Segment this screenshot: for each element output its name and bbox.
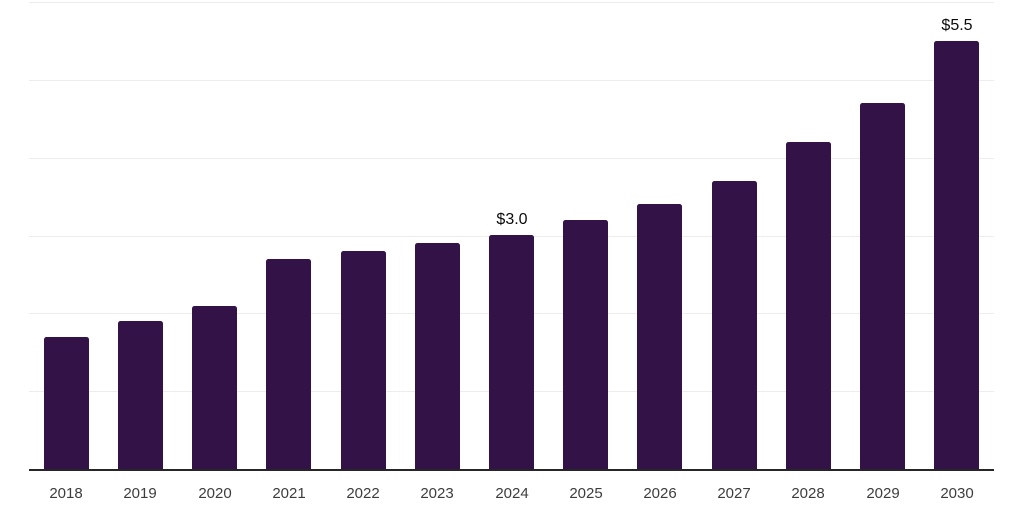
bar-2021 (266, 259, 311, 469)
gridline-5 (29, 80, 994, 81)
gridline-4 (29, 158, 994, 159)
bar-2020 (192, 306, 237, 469)
x-tick-label-2027: 2027 (717, 485, 751, 502)
data-label-2024: $3.0 (496, 211, 528, 228)
bar-2024 (489, 235, 534, 469)
bar-2018 (44, 337, 89, 469)
x-tick-label-2024: 2024 (495, 485, 529, 502)
data-label-2030: $5.5 (941, 17, 973, 34)
bar-2027 (712, 181, 757, 469)
gridline-6 (29, 2, 994, 3)
x-tick-label-2019: 2019 (123, 485, 157, 502)
x-tick-label-2026: 2026 (643, 485, 677, 502)
x-tick-label-2028: 2028 (791, 485, 825, 502)
x-tick-label-2022: 2022 (346, 485, 380, 502)
bar-2025 (563, 220, 608, 469)
x-tick-label-2021: 2021 (272, 485, 306, 502)
x-tick-label-2023: 2023 (420, 485, 454, 502)
x-tick-label-2025: 2025 (569, 485, 603, 502)
x-tick-label-2018: 2018 (49, 485, 83, 502)
bar-2022 (341, 251, 386, 469)
bar-2030 (934, 41, 979, 469)
bar-2029 (860, 103, 905, 469)
x-tick-label-2020: 2020 (198, 485, 232, 502)
x-tick-label-2029: 2029 (866, 485, 900, 502)
bar-2023 (415, 243, 460, 469)
x-axis-line (29, 469, 994, 471)
bar-2028 (786, 142, 831, 469)
x-tick-label-2030: 2030 (940, 485, 974, 502)
bar-2019 (118, 321, 163, 469)
bar-2026 (637, 204, 682, 469)
